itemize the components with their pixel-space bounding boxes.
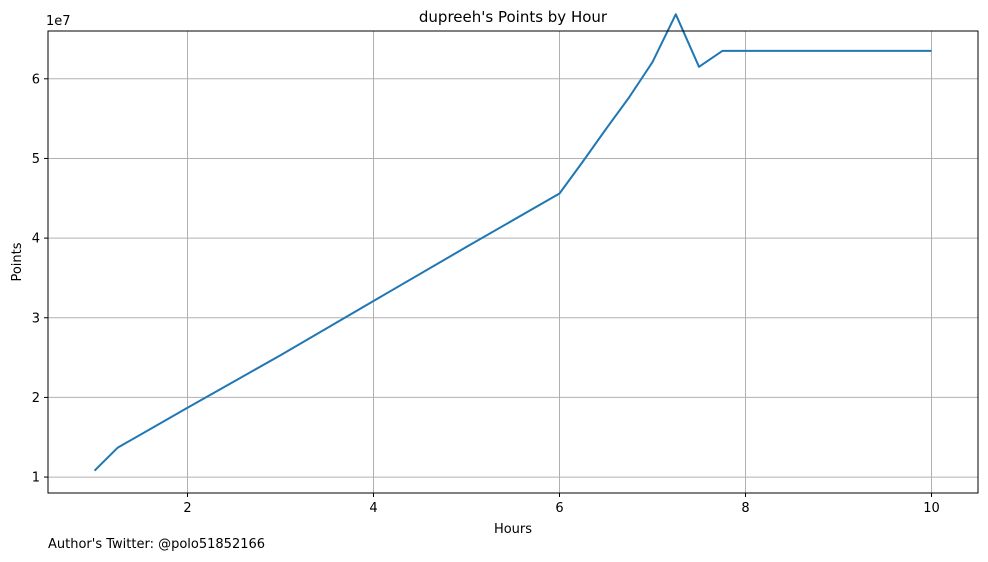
series-layer	[93, 13, 932, 472]
y-tick-label: 5	[32, 152, 40, 167]
y-multiplier-label: 1e7	[46, 14, 71, 29]
y-tick-label: 6	[32, 72, 40, 87]
x-tick-label: 2	[183, 501, 191, 516]
y-axis-label: Points	[10, 242, 25, 281]
x-tick-label: 10	[923, 501, 940, 516]
y-tick-label: 2	[32, 391, 40, 406]
x-tick-label: 8	[741, 501, 749, 516]
series-line	[93, 13, 932, 472]
y-tick-label: 1	[32, 471, 40, 486]
x-tick-label: 6	[555, 501, 563, 516]
y-tick-label: 4	[32, 232, 40, 247]
chart-title: dupreeh's Points by Hour	[419, 8, 608, 26]
y-tick-label: 3	[32, 311, 40, 326]
author-twitter-note: Author's Twitter: @polo51852166	[48, 537, 266, 552]
plot-frame	[47, 30, 979, 494]
x-axis-label: Hours	[494, 522, 532, 537]
x-tick-label: 4	[369, 501, 377, 516]
grid-lines	[48, 31, 978, 493]
